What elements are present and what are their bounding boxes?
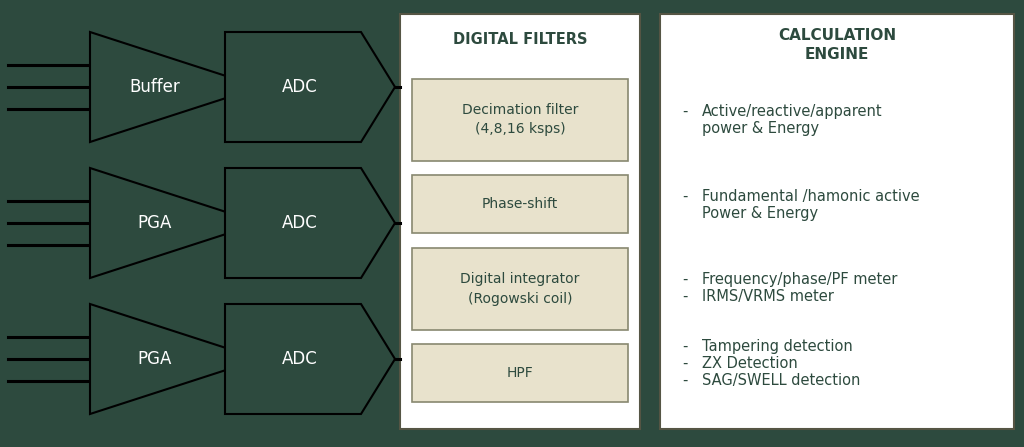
Text: PGA: PGA [137,350,172,368]
Text: ADC: ADC [282,214,317,232]
Text: -: - [682,189,687,204]
Text: -: - [682,356,687,371]
Text: Active/reactive/apparent: Active/reactive/apparent [702,104,883,119]
Polygon shape [90,304,260,414]
Bar [660,14,1014,429]
Polygon shape [90,32,260,142]
Polygon shape [225,168,395,278]
Bar [412,79,628,160]
Text: IRMS/VRMS meter: IRMS/VRMS meter [702,289,834,304]
Text: Frequency/phase/PF meter: Frequency/phase/PF meter [702,272,897,287]
Bar [412,344,628,402]
Text: Tampering detection: Tampering detection [702,339,853,354]
Polygon shape [225,32,395,142]
Text: Decimation filter
(4,8,16 ksps): Decimation filter (4,8,16 ksps) [462,103,579,136]
Text: power & Energy: power & Energy [702,121,819,136]
Text: HPF: HPF [507,367,534,380]
Text: ADC: ADC [282,78,317,96]
Text: -: - [682,104,687,119]
Text: Buffer: Buffer [129,78,180,96]
Text: -: - [682,289,687,304]
Polygon shape [90,168,260,278]
Text: -: - [682,373,687,388]
Text: Digital integrator
(Rogowski coil): Digital integrator (Rogowski coil) [461,272,580,306]
Text: Phase-shift: Phase-shift [482,197,558,211]
Text: CALCULATION
ENGINE: CALCULATION ENGINE [778,28,896,62]
Text: -: - [682,339,687,354]
Text: -: - [682,272,687,287]
Bar [400,14,640,429]
Bar [412,248,628,330]
Text: SAG/SWELL detection: SAG/SWELL detection [702,373,860,388]
Text: ZX Detection: ZX Detection [702,356,798,371]
Text: Power & Energy: Power & Energy [702,206,818,221]
Bar [412,175,628,233]
Text: PGA: PGA [137,214,172,232]
Polygon shape [225,304,395,414]
Text: DIGITAL FILTERS: DIGITAL FILTERS [453,32,587,47]
Text: Fundamental /hamonic active: Fundamental /hamonic active [702,189,920,204]
Text: ADC: ADC [282,350,317,368]
